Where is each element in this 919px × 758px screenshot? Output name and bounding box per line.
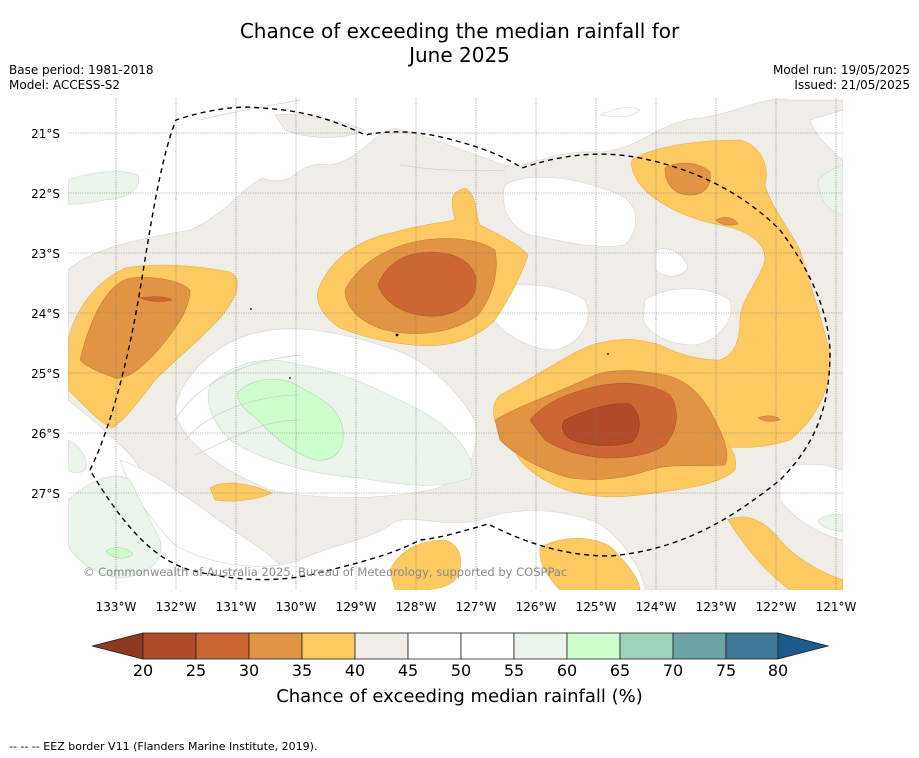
colorbar-swatch-60 [566, 632, 621, 660]
colorbar-tick-25: 25 [186, 661, 206, 680]
lon-label-123w: 123°W [696, 600, 737, 614]
lon-label-132w: 132°W [156, 600, 197, 614]
colorbar-tick-65: 65 [610, 661, 630, 680]
colorbar-arrow-high [777, 632, 830, 660]
map-title: Chance of exceeding the median rainfall … [0, 19, 919, 67]
colorbar-tick-20: 20 [133, 661, 153, 680]
eez-border [89, 106, 831, 581]
lon-label-122w: 122°W [756, 600, 797, 614]
contour-lines [68, 99, 506, 456]
colorbar-tick-55: 55 [504, 661, 524, 680]
colorbar-swatch-65 [619, 632, 674, 660]
colorbar-swatch-45 [407, 632, 462, 660]
meta-left: Base period: 1981-2018 Model: ACCESS-S2 [9, 63, 154, 93]
band-20-25 [562, 403, 640, 446]
colorbar-tick-80: 80 [768, 661, 788, 680]
colorbar-swatch-25 [195, 632, 250, 660]
island-markers [250, 308, 609, 379]
lon-label-129w: 129°W [336, 600, 377, 614]
copyright-text: © Commonwealth of Australia 2025, Bureau… [83, 565, 567, 579]
lon-label-121w: 121°W [816, 600, 857, 614]
lat-label-24s: 24°S [31, 307, 60, 321]
colorbar-tick-35: 35 [292, 661, 312, 680]
model-run: Model run: 19/05/2025 [772, 63, 910, 77]
eez-footer-note: -- -- -- EEZ border V11 (Flanders Marine… [9, 740, 318, 753]
colorbar-swatch-55 [513, 632, 568, 660]
lat-label-25s: 25°S [31, 367, 60, 381]
lon-label-125w: 125°W [576, 600, 617, 614]
lat-label-23s: 23°S [31, 247, 60, 261]
lat-label-27s: 27°S [31, 487, 60, 501]
graticule [68, 98, 843, 590]
colorbar-swatch-40 [354, 632, 409, 660]
lon-label-127w: 127°W [456, 600, 497, 614]
lon-label-124w: 124°W [636, 600, 677, 614]
map-panel [68, 98, 843, 590]
colorbar-tick-75: 75 [716, 661, 736, 680]
colorbar-swatch-20 [142, 632, 197, 660]
colorbar-tick-70: 70 [663, 661, 683, 680]
colorbar [91, 632, 830, 660]
model-name: Model: ACCESS-S2 [9, 78, 121, 92]
issued-date: Issued: 21/05/2025 [794, 78, 910, 92]
lat-label-26s: 26°S [31, 427, 60, 441]
colorbar-swatch-35 [301, 632, 356, 660]
colorbar-swatch-70 [672, 632, 727, 660]
colorbar-tick-45: 45 [398, 661, 418, 680]
title-line-1: Chance of exceeding the median rainfall … [239, 19, 680, 43]
title-line-2: June 2025 [409, 43, 510, 67]
latitude-labels: 21°S 22°S 23°S 24°S 25°S 26°S 27°S [31, 127, 60, 501]
lon-label-133w: 133°W [96, 600, 137, 614]
lon-label-130w: 130°W [276, 600, 317, 614]
lon-label-126w: 126°W [516, 600, 557, 614]
colorbar-tick-30: 30 [239, 661, 259, 680]
longitude-labels: 133°W 132°W 131°W 130°W 129°W 128°W 127°… [96, 600, 857, 614]
colorbar-swatch-75 [725, 632, 779, 660]
meta-right: Model run: 19/05/2025 Issued: 21/05/2025 [773, 63, 910, 93]
colorbar-tick-60: 60 [557, 661, 577, 680]
colorbar-swatch-30 [248, 632, 303, 660]
colorbar-swatch-50 [460, 632, 515, 660]
colorbar-tick-40: 40 [345, 661, 365, 680]
colorbar-label: Chance of exceeding median rainfall (%) [276, 686, 643, 707]
colorbar-ticks: 20 25 30 35 40 45 50 55 60 65 70 75 80 [133, 661, 788, 680]
colorbar-tick-50: 50 [451, 661, 471, 680]
base-period: Base period: 1981-2018 [9, 63, 154, 77]
lat-label-22s: 22°S [31, 187, 60, 201]
colorbar-arrow-low [91, 632, 144, 660]
lon-label-128w: 128°W [396, 600, 437, 614]
lat-label-21s: 21°S [31, 127, 60, 141]
band-60-65 [105, 379, 344, 559]
lon-label-131w: 131°W [216, 600, 257, 614]
